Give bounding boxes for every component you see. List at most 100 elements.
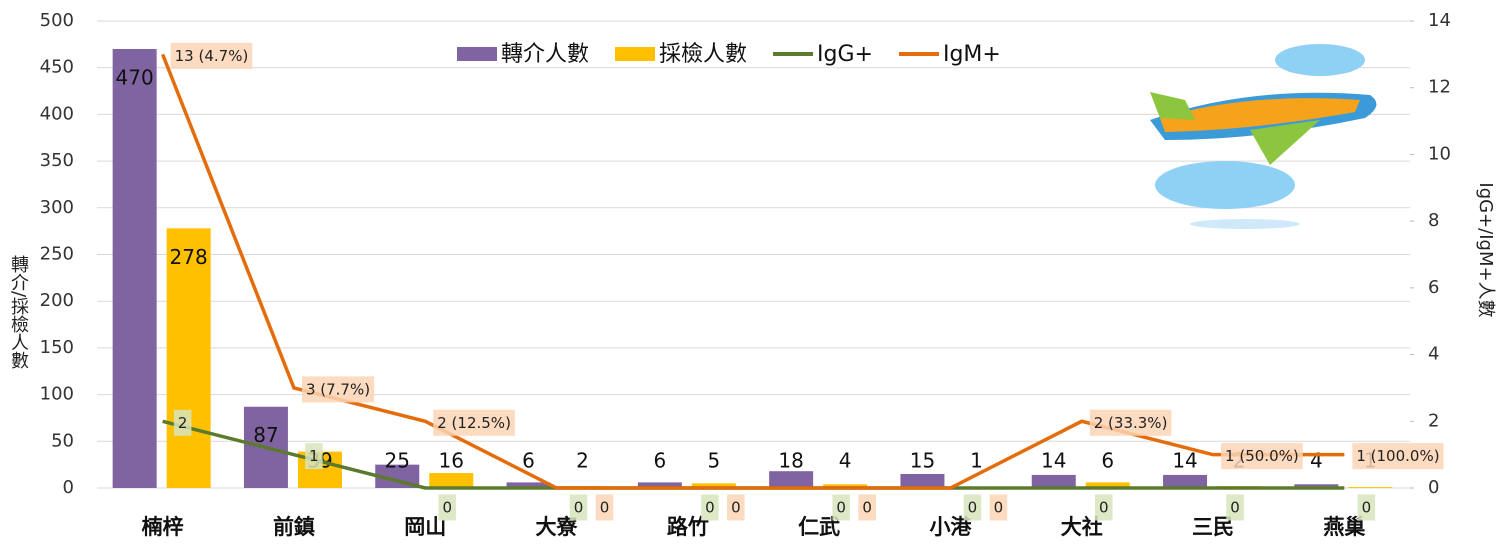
label-box: [595, 494, 614, 521]
y-tick-label: 450: [40, 57, 74, 78]
y-tick-label: 150: [40, 337, 74, 358]
y-axis-label: 轉介/採檢人數: [8, 255, 29, 369]
legend-label: 轉介人數: [501, 42, 589, 67]
line-value-label: 0: [574, 499, 584, 517]
bar: [900, 473, 945, 488]
bar: [1294, 484, 1339, 488]
line-value-label: 3 (7.7%): [306, 380, 370, 398]
bar: [769, 471, 814, 488]
bar: [1031, 474, 1076, 488]
label-box: [1357, 494, 1376, 521]
y-tick-label: 50: [51, 430, 74, 451]
line-value-label: 2 (12.5%): [437, 414, 511, 432]
y-tick-label: 400: [40, 103, 74, 124]
line-value-label: 0: [862, 499, 872, 517]
bar-value-label: 4: [839, 449, 852, 473]
y-tick-label: 100: [40, 384, 74, 405]
line-value-label: 0: [705, 499, 715, 517]
line-value-label: 1 (50.0%): [1225, 447, 1299, 465]
label-box: [569, 494, 588, 521]
bar: [166, 228, 211, 488]
y-tick-label: 250: [40, 244, 74, 265]
y2-tick-label: 4: [1428, 344, 1439, 365]
line-value-label: 0: [442, 499, 452, 517]
label-box: [832, 494, 850, 521]
line-value-label: 0: [968, 499, 978, 517]
label-box: [963, 494, 982, 521]
legend-label: IgG+: [817, 42, 873, 67]
label-box: [727, 494, 745, 521]
line-value-label: 0: [600, 499, 610, 517]
line-value-label: 1 (100.0%): [1356, 447, 1439, 465]
y2-tick-label: 10: [1428, 143, 1451, 164]
legend-swatch: [457, 47, 497, 61]
legend-swatch: [615, 47, 656, 61]
bar-value-label: 6: [653, 449, 666, 473]
x-tick-label: 楠梓: [142, 515, 184, 539]
line-value-label: 0: [731, 499, 741, 517]
y2-tick-label: 14: [1428, 10, 1451, 31]
x-tick-label: 前鎮: [273, 515, 315, 539]
bar-value-label: 4: [1310, 449, 1323, 473]
bar-value-label: 6: [522, 449, 535, 473]
label-box: [433, 409, 515, 436]
label-box: [301, 376, 375, 403]
y-tick-label: 350: [40, 150, 74, 171]
label-box: [1352, 443, 1444, 470]
label-box: [1226, 494, 1244, 521]
bar-value-label: 87: [253, 423, 278, 447]
bar: [506, 482, 551, 488]
bar-value-label: 16: [439, 449, 464, 473]
label-box: [1094, 494, 1113, 521]
label-box: [1089, 409, 1172, 436]
label-box: [305, 443, 323, 470]
bar: [429, 473, 474, 488]
legend-label: IgM+: [943, 42, 1001, 67]
line-value-label: 2 (33.3%): [1094, 414, 1168, 432]
bar: [637, 482, 682, 488]
bar-value-label: 6: [1101, 449, 1114, 473]
line-value-label: 13 (4.7%): [175, 47, 249, 65]
bar-value-label: 278: [170, 245, 208, 269]
bar: [691, 483, 736, 488]
bar: [1348, 487, 1393, 488]
bar-value-label: 14: [1172, 449, 1197, 473]
y2-tick-label: 12: [1428, 77, 1451, 98]
legend-label: 採檢人數: [659, 42, 747, 67]
label-box: [1221, 443, 1303, 470]
line-value-label: 0: [1230, 499, 1240, 517]
y-tick-label: 500: [40, 10, 74, 31]
bar: [112, 49, 157, 489]
bar-value-label: 5: [707, 449, 720, 473]
bar-value-label: 14: [1041, 449, 1066, 473]
bar: [1163, 474, 1208, 488]
y2-tick-label: 2: [1428, 410, 1439, 431]
bar-value-label: 1: [970, 449, 983, 473]
label-box: [170, 42, 253, 69]
line-value-label: 0: [1362, 499, 1372, 517]
y-tick-label: 300: [40, 197, 74, 218]
y-tick-label: 200: [40, 290, 74, 311]
bar-value-label: 470: [116, 66, 154, 90]
line-value-label: 0: [1099, 499, 1109, 517]
airplane-illustration: [1150, 44, 1377, 229]
bar-value-label: 25: [385, 449, 410, 473]
y2-tick-label: 8: [1428, 210, 1439, 231]
line-value-label: 0: [994, 499, 1004, 517]
bar-value-label: 15: [910, 449, 935, 473]
line-value-label: 2: [178, 414, 188, 432]
line-value-label: 1: [309, 447, 319, 465]
bar: [1085, 482, 1130, 488]
bar: [823, 484, 868, 488]
line: [161, 53, 1345, 490]
y-tick-label: 0: [63, 477, 74, 498]
line-value-label: 0: [836, 499, 846, 517]
label-box: [701, 494, 719, 521]
y2-tick-label: 0: [1428, 477, 1439, 498]
label-box: [173, 409, 192, 436]
y2-axis-label: IgG+/IgM+人數: [1475, 182, 1496, 317]
bar-value-label: 18: [778, 449, 803, 473]
label-box: [858, 494, 876, 521]
bar-value-label: 2: [576, 449, 589, 473]
